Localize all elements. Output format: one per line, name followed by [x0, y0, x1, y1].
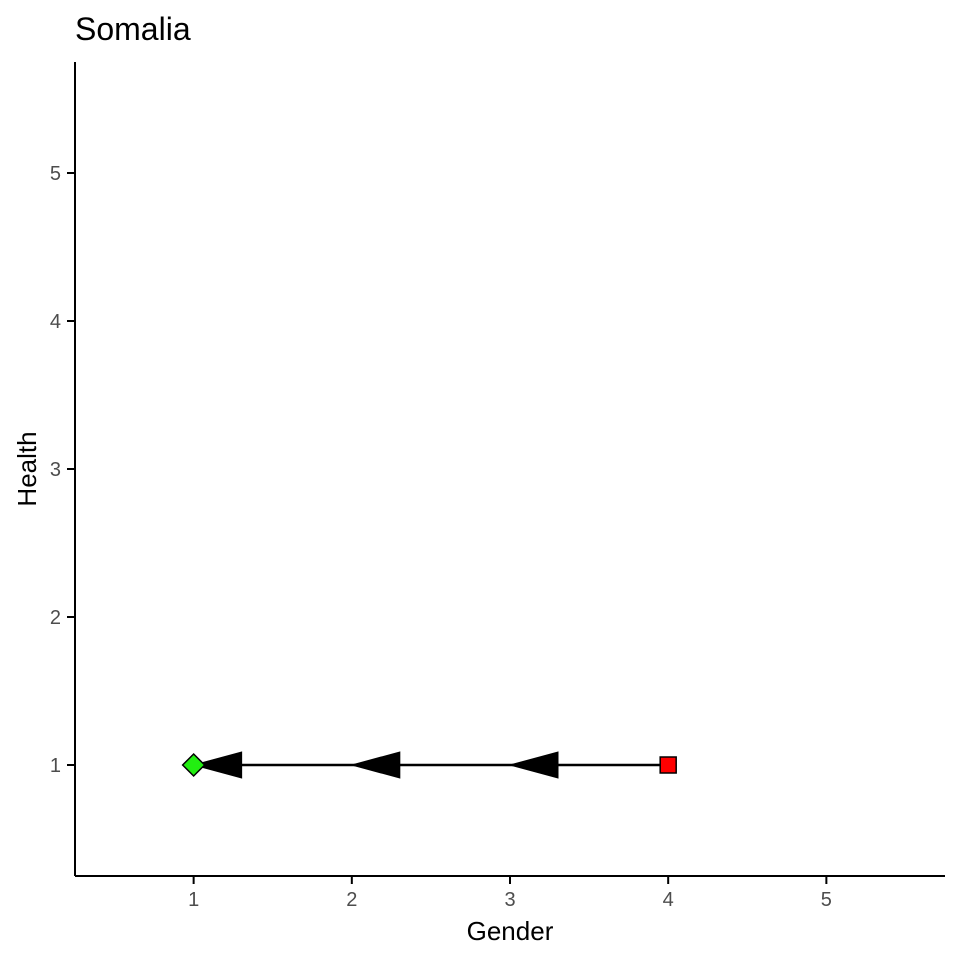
- direction-arrowhead: [508, 751, 559, 779]
- y-tick-label: 3: [50, 459, 61, 481]
- y-tick-label: 1: [50, 755, 61, 777]
- direction-arrowhead: [191, 751, 243, 779]
- x-tick-label: 2: [346, 889, 357, 911]
- y-axis-ticks: 1 2 3 4 5: [50, 163, 75, 777]
- x-axis-title: Gender: [467, 916, 554, 946]
- x-tick-label: 3: [504, 889, 515, 911]
- plot-area: [181, 751, 677, 779]
- y-tick-label: 2: [50, 607, 61, 629]
- x-tick-label: 1: [188, 889, 199, 911]
- x-tick-label: 5: [821, 889, 832, 911]
- start-marker: [659, 756, 677, 774]
- y-axis-title: Health: [12, 431, 42, 506]
- chart-title: Somalia: [75, 11, 191, 47]
- direction-arrowhead: [349, 751, 401, 779]
- end-marker: [181, 752, 206, 778]
- x-axis-ticks: 1 2 3 4 5: [188, 876, 832, 911]
- y-tick-label: 5: [50, 163, 61, 185]
- y-tick-label: 4: [50, 311, 61, 333]
- x-tick-label: 4: [663, 889, 674, 911]
